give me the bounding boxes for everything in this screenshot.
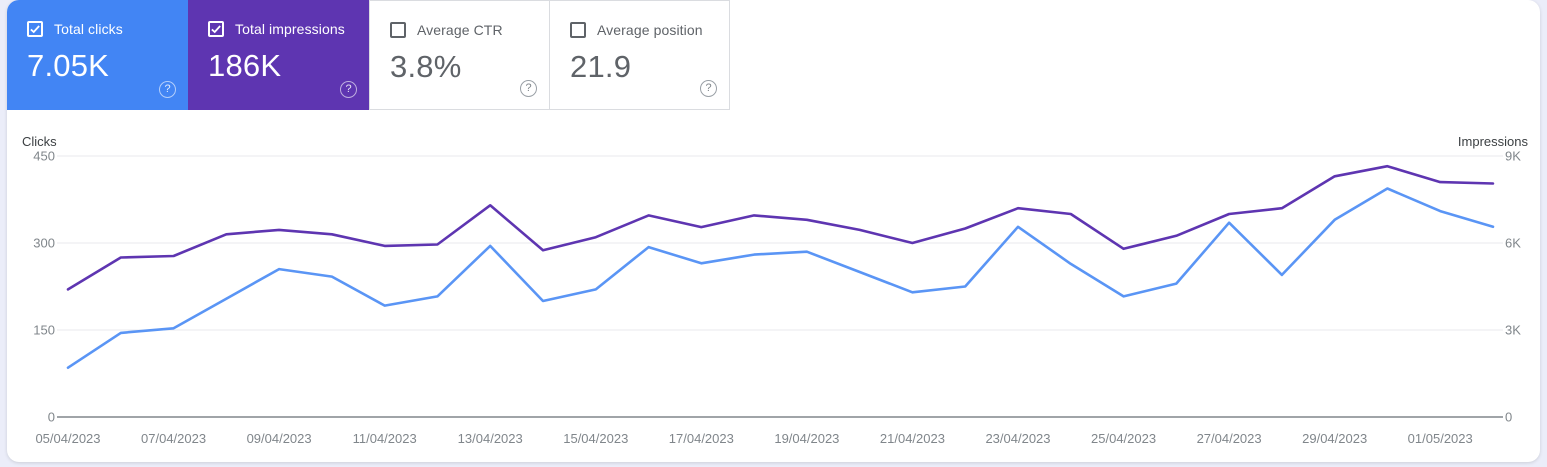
x-axis-date-label: 01/05/2023 [1408,431,1473,446]
metric-value: 7.05K [27,48,110,83]
left-axis-tick: 0 [48,410,55,425]
x-axis-date-label: 23/04/2023 [985,431,1050,446]
x-axis-date-label: 25/04/2023 [1091,431,1156,446]
right-axis-tick: 0 [1505,410,1512,425]
x-axis-date-label: 13/04/2023 [458,431,523,446]
total-clicks-card-header: Total clicks [27,21,188,37]
performance-panel: Total clicks 7.05K ? Total impressions 1… [7,0,1540,462]
left-axis-tick: 150 [33,323,55,338]
performance-chart: 450 9K 300 6K 150 3K 0 0 Clicks Impressions 05/04/… [22,134,1529,446]
checkbox-unchecked-icon[interactable] [570,22,586,38]
checkbox-checked-icon[interactable] [208,21,224,37]
checkbox-unchecked-icon[interactable] [390,22,406,38]
right-axis-tick: 9K [1505,149,1521,164]
help-icon[interactable]: ? [520,80,537,97]
help-icon[interactable]: ? [340,81,357,98]
x-axis-date-label: 27/04/2023 [1197,431,1262,446]
clicks-line [66,187,1495,370]
total-impressions-card[interactable]: Total impressions 186K ? [188,0,369,110]
right-axis-title: Impressions [1458,134,1529,149]
right-axis-tick: 6K [1505,236,1521,251]
total-clicks-card[interactable]: Total clicks 7.05K ? [7,0,188,110]
x-axis-date-label: 17/04/2023 [669,431,734,446]
x-axis-date-label: 21/04/2023 [880,431,945,446]
x-axis-date-label: 11/04/2023 [353,431,417,446]
metric-label: Total clicks [54,21,123,37]
average-ctr-card-header: Average CTR [390,22,549,38]
help-icon[interactable]: ? [159,81,176,98]
metric-label: Average CTR [417,22,503,38]
help-icon[interactable]: ? [700,80,717,97]
x-axis-date-label: 05/04/2023 [35,431,100,446]
average-position-card[interactable]: Average position 21.9 ? [549,0,730,110]
metric-cards-row: Total clicks 7.05K ? Total impressions 1… [7,0,730,110]
x-axis-date-label: 19/04/2023 [774,431,839,446]
metric-value: 21.9 [570,49,632,84]
impressions-line [66,164,1495,291]
x-axis-date-label: 29/04/2023 [1302,431,1367,446]
left-axis-tick: 300 [33,236,55,251]
total-impressions-card-header: Total impressions [208,21,369,37]
metric-label: Average position [597,22,703,38]
average-position-card-header: Average position [570,22,729,38]
x-axis-date-label: 15/04/2023 [563,431,628,446]
x-axis-date-label: 09/04/2023 [247,431,312,446]
metric-label: Total impressions [235,21,345,37]
x-axis-date-label: 07/04/2023 [141,431,206,446]
left-axis-title: Clicks [22,134,57,149]
metric-value: 3.8% [390,49,462,84]
checkbox-checked-icon[interactable] [27,21,43,37]
average-ctr-card[interactable]: Average CTR 3.8% ? [369,0,550,110]
left-axis-tick: 450 [33,149,55,164]
right-axis-tick: 3K [1505,323,1521,338]
metric-value: 186K [208,48,282,83]
